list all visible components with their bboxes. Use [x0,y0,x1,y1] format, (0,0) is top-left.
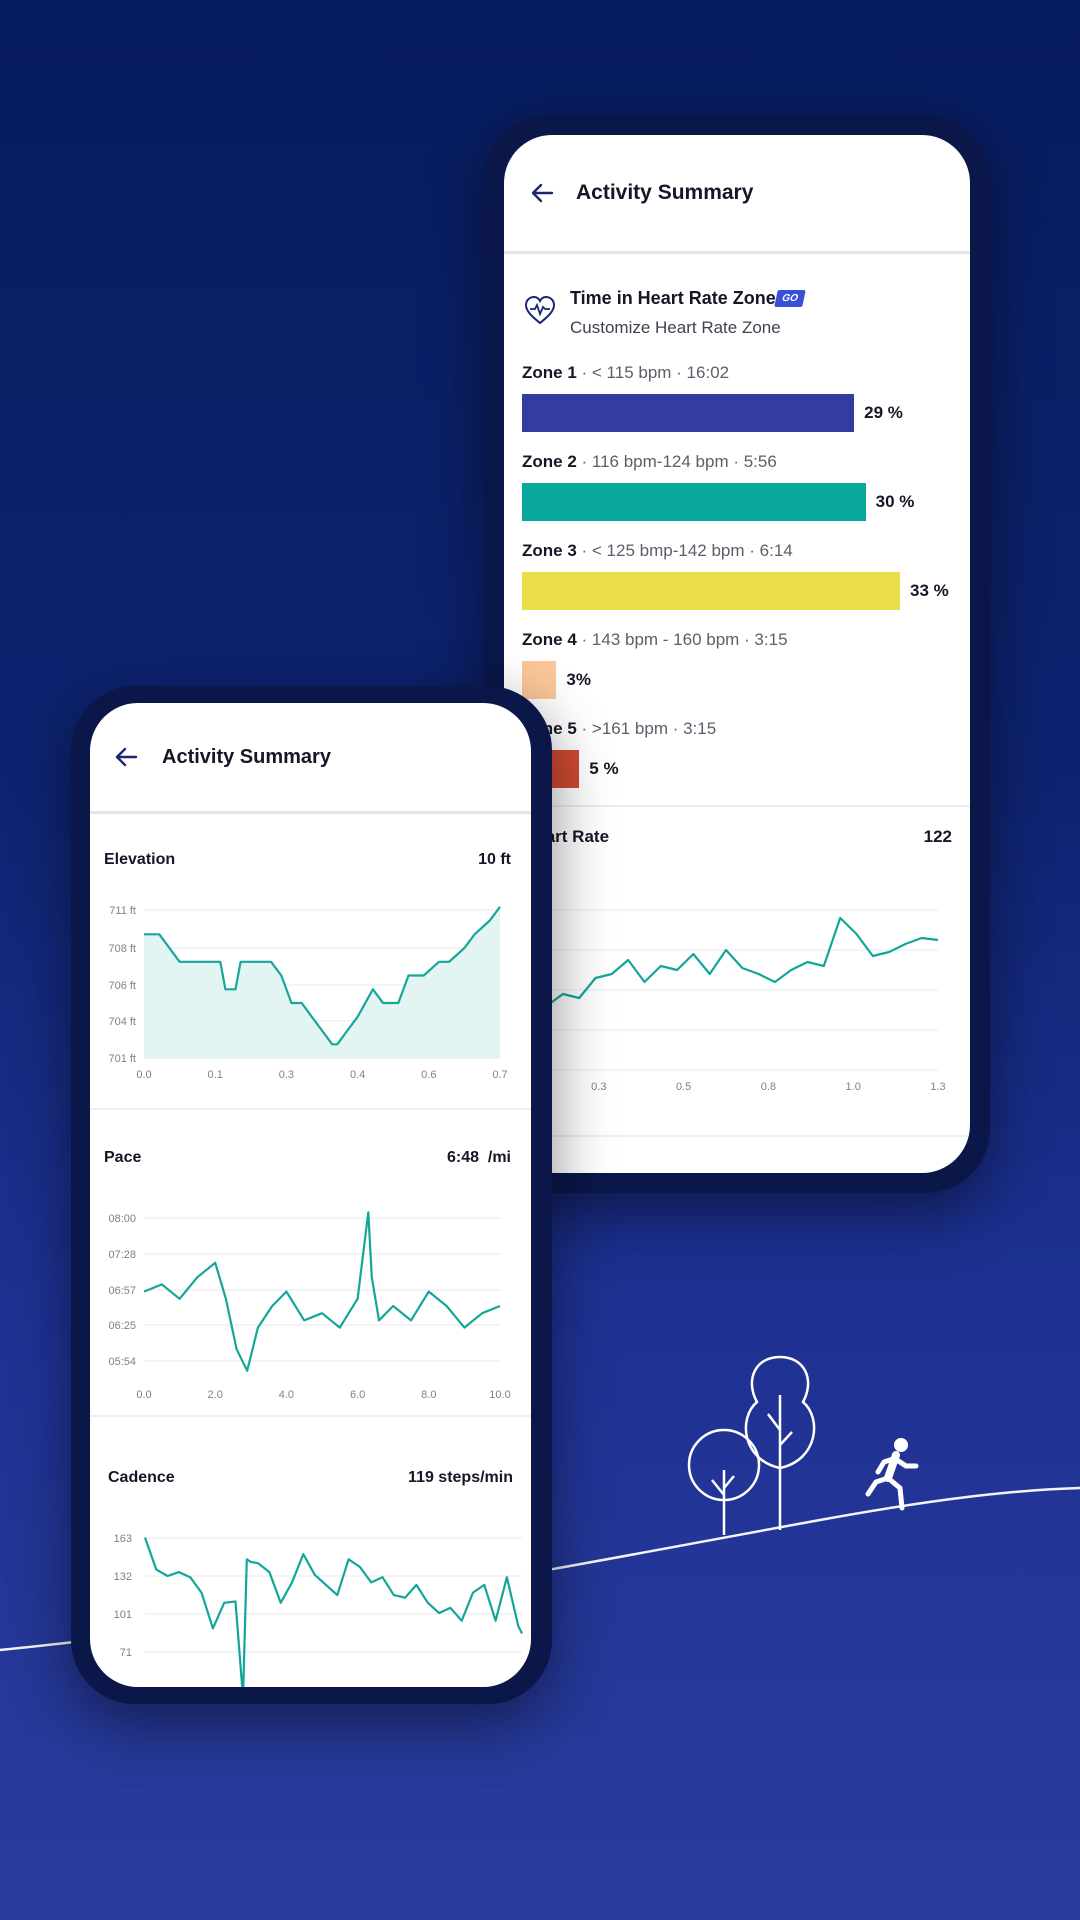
x-tick-label: 0.5 [676,1081,691,1093]
x-tick-label: 4.0 [279,1389,294,1401]
y-tick-label: 71 [120,1647,132,1659]
front-phone: Activity Summary Elevation 10 ft 701 ft 7… [71,686,552,1704]
back-phone: Activity Summary Time in Heart Rate Zone… [484,115,990,1193]
series-line [513,916,939,1056]
customize-hr-zone-link[interactable]: Customize Heart Rate Zone [570,318,781,337]
zone-range: · < 115 bpm · 16:02 [576,363,730,382]
zone-percent: 5 % [589,759,619,778]
zone-percent: 3% [566,670,591,689]
y-tick-label: 07:28 [108,1249,136,1261]
pace-value: 6:48 /mi [446,1149,511,1166]
zone-name: Zone 4 [522,630,577,649]
zone-range: · < 125 bmp-142 bpm · 6:14 [576,541,793,560]
app-bar: Activity Summary [504,135,970,254]
cadence-value: 119 steps/min [408,1469,513,1486]
zone-label: Zone 4 · 143 bpm - 160 bpm · 3:15 [522,630,788,650]
runner-icon [865,1438,919,1511]
y-tick-label: 704 ft [108,1016,136,1028]
back-arrow-icon[interactable] [110,740,144,774]
zone-range: · >161 bpm · 3:15 [576,719,717,738]
section-divider [504,805,970,807]
zone-bar [522,661,557,699]
zone-name: Zone 1 [522,363,577,382]
zone-label: Zone 2 · 116 bpm-124 bpm · 5:56 [522,452,777,472]
x-tick-label: 1.3 [930,1081,945,1093]
x-tick-label: 0.1 [208,1069,223,1081]
trees-icon [687,1355,816,1535]
zone-range: · 116 bpm-124 bpm · 5:56 [576,452,777,471]
hr-zone-title: Time in Heart Rate Zone [570,288,776,308]
zone-percent: 29 % [864,403,903,422]
x-tick-label: 0.4 [350,1069,365,1081]
heart-rate-chart: 0.00.30.50.81.01.3 [506,909,946,1093]
x-tick-label: 0.7 [492,1069,507,1081]
zone-label: Zone 3 · < 125 bmp-142 bpm · 6:14 [522,541,793,561]
y-tick-label: 06:57 [108,1285,136,1297]
app-bar: Activity Summary [90,703,531,814]
pace-title: Pace [104,1149,142,1166]
series-line [143,1211,501,1372]
cadence-chart: 163 132 101 71 40 [114,1533,523,1687]
x-tick-label: 10.0 [489,1389,510,1401]
elevation-chart: 701 ft 704 ft 706 ft 708 ft 711 ft 0.0 0.1 0.3 0… [108,905,507,1081]
x-tick-label: 6.0 [350,1389,365,1401]
front-phone-screen: Activity Summary Elevation 10 ft 701 ft 7… [90,703,531,1687]
elevation-value: 10 ft [478,851,511,868]
zone-bar [522,483,866,521]
y-tick-label: 711 ft [109,905,136,917]
zone-percent: 30 % [875,492,915,511]
y-tick-label: 701 ft [108,1053,136,1065]
zone-bar [522,572,900,610]
series-area [144,906,500,1058]
x-tick-label: 0.6 [421,1069,436,1081]
x-tick-label: 0.0 [136,1389,151,1401]
y-tick-label: 05:54 [108,1356,136,1368]
back-phone-screen: Activity Summary Time in Heart Rate Zone… [504,135,970,1173]
x-tick-label: 8.0 [421,1389,436,1401]
pace-chart: 08:00 07:28 06:57 06:25 05:54 0.0 2.0 4.0 6.0 8.0… [108,1211,511,1401]
y-tick-label: 40 [120,1685,132,1687]
section-divider [504,1135,970,1137]
back-arrow-icon[interactable] [526,176,560,210]
cadence-title: Cadence [108,1469,175,1486]
series-line [143,1537,523,1687]
y-tick-label: 132 [114,1571,132,1583]
page-title: Activity Summary [576,181,754,204]
x-tick-label: 0.3 [591,1081,606,1093]
x-tick-label: 2.0 [208,1389,223,1401]
go-badge: GO [774,290,806,307]
x-tick-label: 1.0 [846,1081,861,1093]
zone-label: Zone 1 · < 115 bpm · 16:02 [522,363,729,383]
y-tick-label: 06:25 [108,1320,136,1332]
zone-bar [522,394,855,432]
page-title: Activity Summary [162,745,331,768]
y-tick-label: 163 [114,1533,132,1545]
zone-name: Zone 3 [522,541,577,560]
x-tick-label: 0.3 [279,1069,294,1081]
x-tick-label: 0.8 [761,1081,776,1093]
heart-rate-value: 122 [923,827,952,846]
zone-range: · 143 bpm - 160 bpm · 3:15 [576,630,788,649]
zone-label: Zone 5 · >161 bpm · 3:15 [522,719,716,739]
y-tick-label: 708 ft [108,943,136,955]
zone-name: Zone 2 [522,452,577,471]
elevation-title: Elevation [104,851,176,868]
y-tick-label: 101 [114,1609,132,1621]
x-tick-label: 0.0 [136,1069,151,1081]
y-tick-label: 706 ft [108,980,136,992]
y-tick-label: 08:00 [108,1213,136,1225]
zone-percent: 33 % [910,581,949,600]
section-divider [90,1415,531,1417]
heart-rate-icon [524,295,556,325]
section-divider [90,1108,531,1110]
